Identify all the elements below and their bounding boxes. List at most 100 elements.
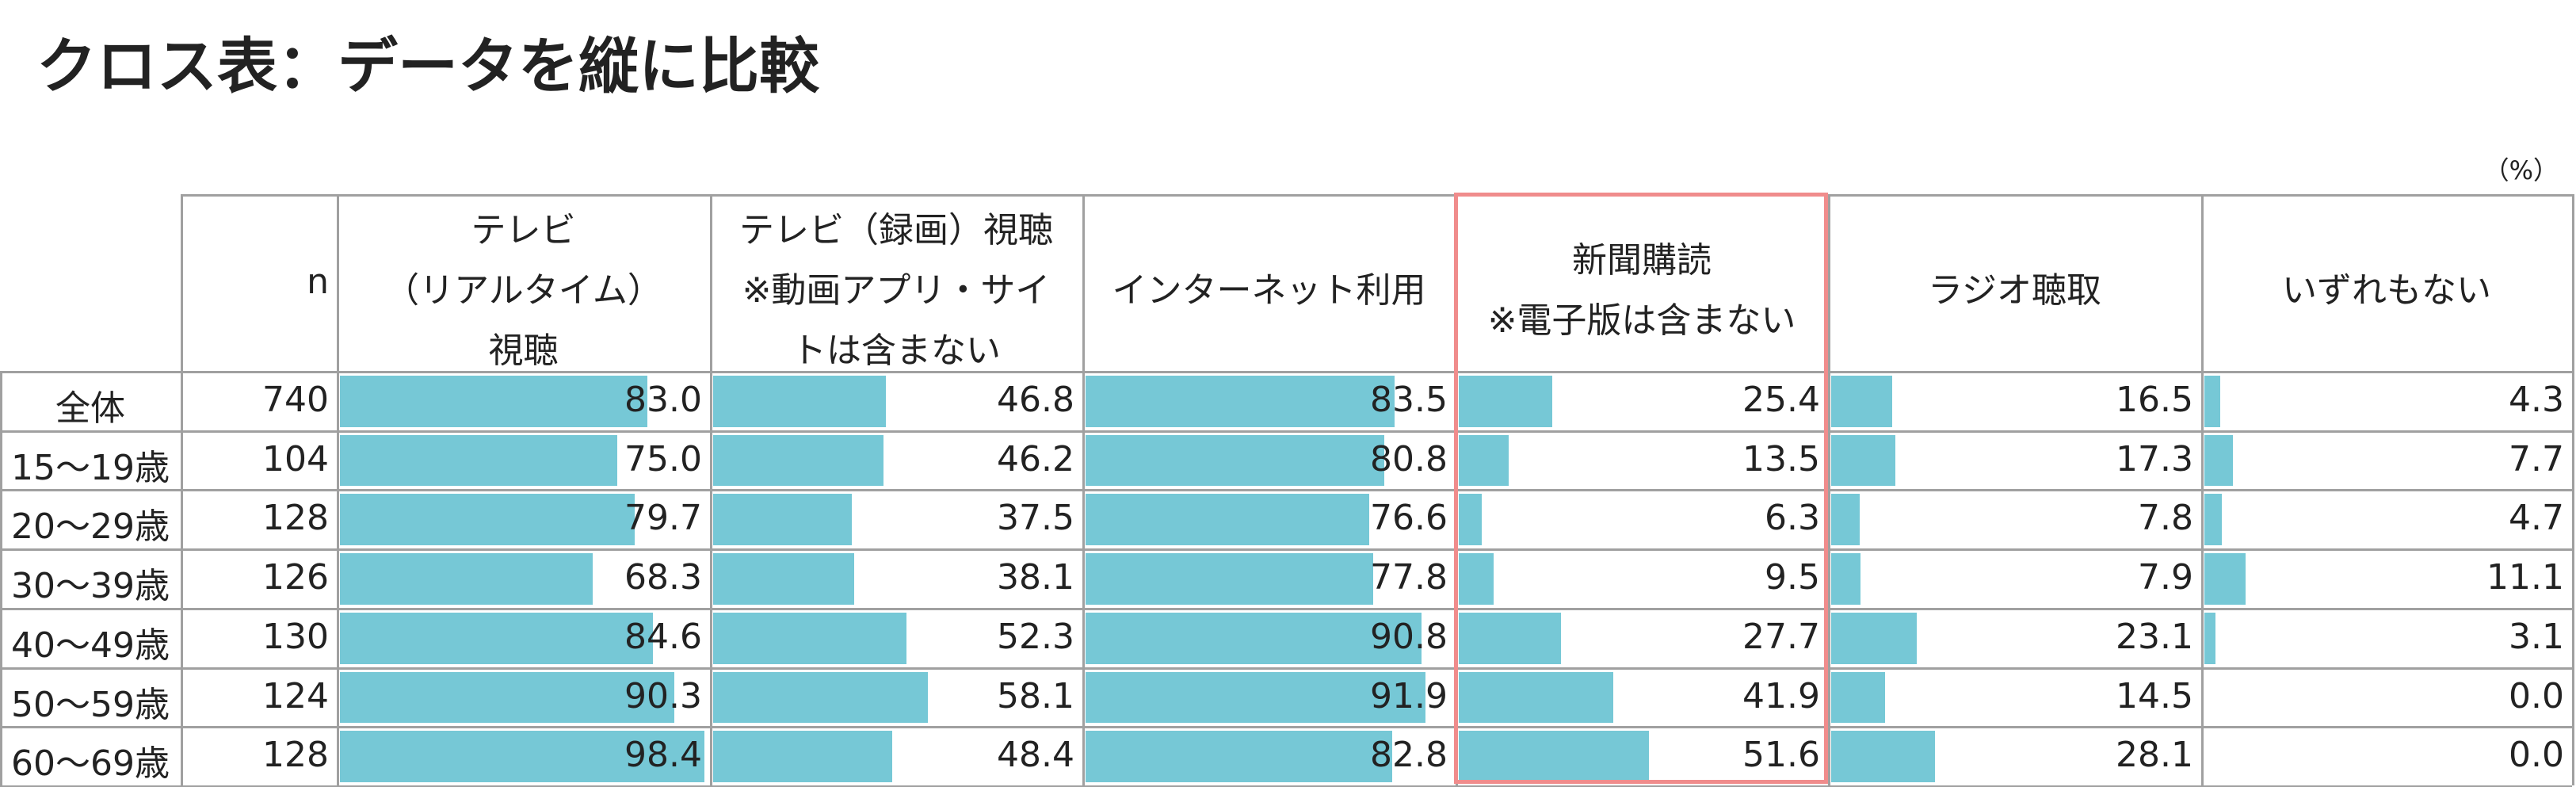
border xyxy=(181,194,183,785)
bar xyxy=(1086,434,1385,487)
value-label: 77.8 xyxy=(1370,557,1448,598)
border xyxy=(0,489,2572,492)
bar xyxy=(1459,376,1553,427)
value-label: 38.1 xyxy=(997,557,1074,598)
bar xyxy=(340,376,647,427)
border xyxy=(0,430,2572,433)
border xyxy=(0,371,2,785)
n-value: 128 xyxy=(262,498,329,539)
value-label: 23.1 xyxy=(2116,616,2193,657)
row-label: 15～19歳 xyxy=(11,447,170,488)
value-label: 11.1 xyxy=(2486,557,2564,598)
value-label: 4.3 xyxy=(2509,379,2564,420)
value-label: 80.8 xyxy=(1370,438,1448,479)
bar xyxy=(1831,434,1895,487)
bar xyxy=(713,612,906,664)
column-header: 新聞購読 xyxy=(1572,240,1712,281)
row-label: 50～59歳 xyxy=(11,684,170,725)
value-label: 51.6 xyxy=(1742,735,1820,776)
n-value: 128 xyxy=(262,735,329,776)
highlight-frame xyxy=(1454,193,1828,784)
n-value: 130 xyxy=(262,616,329,657)
bar xyxy=(340,731,704,782)
bar xyxy=(340,671,674,724)
column-header: インターネット利用 xyxy=(1112,270,1426,311)
bar xyxy=(1086,494,1369,546)
column-header: いずれもない xyxy=(2282,270,2491,311)
value-label: 84.6 xyxy=(624,616,702,657)
value-label: 3.1 xyxy=(2509,616,2564,657)
bar xyxy=(1086,612,1422,664)
bar xyxy=(1459,553,1494,605)
row-label: 30～39歳 xyxy=(11,566,170,607)
border xyxy=(0,607,2572,610)
border xyxy=(710,194,712,785)
value-label: 17.3 xyxy=(2116,438,2193,479)
n-value: 126 xyxy=(262,557,329,598)
value-label: 90.8 xyxy=(1370,616,1448,657)
bar xyxy=(1459,494,1483,546)
bar xyxy=(1459,612,1562,664)
value-label: 79.7 xyxy=(624,498,702,539)
value-label: 83.0 xyxy=(624,379,702,420)
value-label: 16.5 xyxy=(2116,379,2193,420)
border xyxy=(1082,194,1085,785)
bar xyxy=(1831,612,1917,664)
bar xyxy=(1086,731,1392,782)
value-label: 41.9 xyxy=(1742,675,1820,716)
bar xyxy=(713,494,852,546)
value-label: 82.8 xyxy=(1370,735,1448,776)
unit-note: （%） xyxy=(2483,155,2559,185)
value-label: 27.7 xyxy=(1742,616,1820,657)
column-header: トは含まない xyxy=(792,330,1001,372)
bar xyxy=(713,553,854,605)
border xyxy=(0,667,2572,670)
n-value: 124 xyxy=(262,675,329,716)
bar xyxy=(1459,434,1509,487)
bar xyxy=(1459,731,1650,782)
value-label: 7.9 xyxy=(2138,557,2193,598)
bar xyxy=(713,671,928,724)
border xyxy=(2201,194,2204,785)
value-label: 46.8 xyxy=(997,379,1074,420)
n-value: 740 xyxy=(262,379,329,420)
bar xyxy=(1086,553,1374,605)
value-label: 25.4 xyxy=(1742,379,1820,420)
value-label: 91.9 xyxy=(1370,675,1448,716)
column-header: n xyxy=(307,262,329,303)
value-label: 48.4 xyxy=(997,735,1074,776)
border xyxy=(181,194,2572,197)
bar xyxy=(713,434,884,487)
value-label: 7.7 xyxy=(2509,438,2564,479)
column-header: テレビ（録画）視聴 xyxy=(739,210,1053,251)
bar xyxy=(1831,671,1885,724)
border xyxy=(0,726,2572,729)
bar xyxy=(713,376,887,427)
column-header: 視聴 xyxy=(488,330,559,372)
bar xyxy=(1086,376,1395,427)
value-label: 14.5 xyxy=(2116,675,2193,716)
bar xyxy=(1459,671,1614,724)
bar xyxy=(2204,494,2222,546)
value-label: 0.0 xyxy=(2509,735,2564,776)
value-label: 37.5 xyxy=(997,498,1074,539)
bar xyxy=(340,612,654,664)
bar xyxy=(2204,553,2246,605)
bar xyxy=(1086,671,1426,724)
bar xyxy=(2204,434,2233,487)
value-label: 76.6 xyxy=(1370,498,1448,539)
value-label: 13.5 xyxy=(1742,438,1820,479)
bar xyxy=(340,434,618,487)
value-label: 90.3 xyxy=(624,675,702,716)
row-label: 40～49歳 xyxy=(11,625,170,666)
title: クロス表：データを縦に比較 xyxy=(36,31,819,101)
bar xyxy=(1831,553,1860,605)
value-label: 9.5 xyxy=(1765,557,1820,598)
border xyxy=(1828,194,1830,785)
border xyxy=(0,371,2572,373)
value-label: 4.7 xyxy=(2509,498,2564,539)
value-label: 58.1 xyxy=(997,675,1074,716)
value-label: 75.0 xyxy=(624,438,702,479)
bar xyxy=(1831,494,1860,546)
